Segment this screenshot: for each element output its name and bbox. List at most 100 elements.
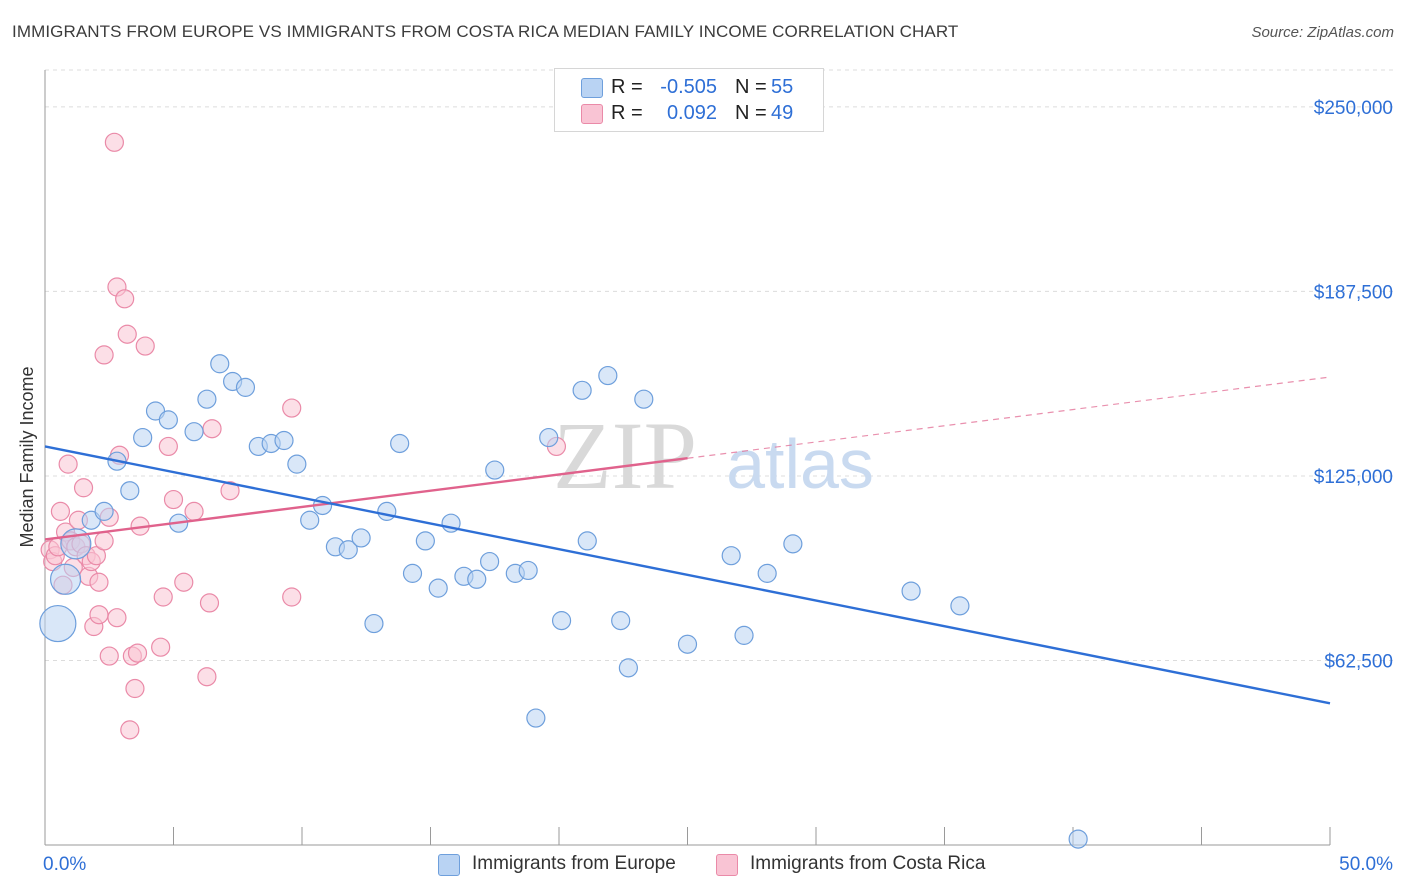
costa-rica-point <box>115 289 135 309</box>
costa-rica-point <box>151 637 171 657</box>
europe-point <box>300 510 320 530</box>
europe-point <box>120 481 140 501</box>
axes <box>44 70 1331 846</box>
n-value: 49 <box>771 102 794 124</box>
europe-swatch <box>438 854 460 876</box>
costa-rica-point <box>117 324 137 344</box>
y-tick-label: $187,500 <box>1314 282 1393 303</box>
watermark-zip: ZIP <box>553 402 697 509</box>
europe-point <box>634 389 654 409</box>
x-tick-label: 50.0% <box>1339 854 1393 875</box>
europe-point <box>184 422 204 442</box>
europe-point <box>39 604 77 643</box>
trend-lines <box>44 376 1331 705</box>
europe-point <box>158 410 178 430</box>
europe-point <box>287 454 307 474</box>
europe-point <box>539 427 559 448</box>
europe-swatch <box>581 78 603 98</box>
costa-rica-point <box>73 478 94 498</box>
europe-point <box>721 546 741 566</box>
r-label: R = <box>611 102 643 124</box>
costa-rica-point <box>163 489 184 510</box>
europe-point <box>235 377 256 397</box>
costa-rica-point <box>86 546 107 566</box>
europe-point <box>133 427 153 448</box>
europe-point <box>677 634 698 654</box>
europe-point <box>1068 829 1088 849</box>
n-value: 55 <box>771 76 794 98</box>
europe-point <box>364 613 384 634</box>
europe-point <box>901 581 921 601</box>
costa-rica-swatch <box>581 104 603 124</box>
europe-point <box>950 596 970 616</box>
europe-point <box>415 531 435 551</box>
costa-rica-point <box>174 572 194 592</box>
costa-rica-point <box>135 336 155 356</box>
europe-point <box>577 531 597 551</box>
europe-point <box>551 611 572 631</box>
europe-point <box>49 563 82 595</box>
europe-point <box>428 578 448 598</box>
europe-point <box>210 354 230 374</box>
europe-trend-line <box>44 445 1331 705</box>
r-value: -0.505 <box>660 76 717 98</box>
costa-rica-point <box>107 608 127 628</box>
costa-rica-point <box>282 398 302 418</box>
costa-rica-point <box>127 643 148 663</box>
costa-rica-point <box>199 593 220 613</box>
costa-rica-point <box>202 419 222 439</box>
europe-point <box>757 563 777 583</box>
costa-rica-point <box>153 587 173 607</box>
europe-point <box>572 380 592 400</box>
costa-rica-point <box>197 667 217 687</box>
europe-point <box>390 433 410 454</box>
watermark: ZIP atlas <box>553 402 874 509</box>
costa-rica-point <box>99 646 119 666</box>
costa-rica-point <box>104 132 124 152</box>
y-axis-label: Median Family Income <box>17 366 37 547</box>
series-legend: Immigrants from Europe Immigrants from C… <box>0 852 1406 878</box>
costa-rica-trend-line <box>44 457 688 541</box>
europe-point <box>94 501 114 521</box>
europe-points <box>39 354 1088 849</box>
europe-point <box>197 389 217 409</box>
y-tick-label: $250,000 <box>1314 98 1393 119</box>
y-tick-label: $62,500 <box>1324 651 1393 672</box>
europe-point <box>734 625 754 645</box>
europe-point <box>518 560 538 581</box>
n-label: N = <box>735 102 767 124</box>
legend-label-costa-rica: Immigrants from Costa Rica <box>750 853 986 874</box>
europe-point <box>467 569 487 589</box>
costa-rica-point <box>184 501 204 521</box>
r-label: R = <box>611 76 643 98</box>
europe-point <box>402 563 423 583</box>
costa-rica-point <box>89 572 109 592</box>
costa-rica-point <box>125 678 145 699</box>
europe-point <box>377 501 397 521</box>
europe-point <box>598 365 618 386</box>
n-label: N = <box>735 76 767 98</box>
costa-rica-point <box>282 587 302 607</box>
costa-rica-point <box>94 345 114 365</box>
europe-point <box>351 528 371 548</box>
europe-point <box>611 611 631 631</box>
europe-point <box>480 551 500 572</box>
x-tick-label: 0.0% <box>43 854 86 875</box>
costa-rica-point <box>94 531 114 551</box>
costa-rica-point <box>89 605 109 625</box>
europe-point <box>338 540 358 560</box>
europe-point <box>618 658 638 678</box>
stats-legend: R = -0.505 N = 55 R = 0.092 N = 49 <box>554 68 824 132</box>
europe-point <box>783 534 803 554</box>
costa-rica-point <box>158 436 178 457</box>
costa-rica-points <box>40 132 567 740</box>
y-tick-label: $125,000 <box>1314 467 1393 488</box>
europe-point <box>274 430 294 451</box>
tick-labels: $62,500 $125,000 $187,500 $250,000 0.0% 50.0% <box>43 98 1393 875</box>
europe-point <box>485 460 505 480</box>
grid-lines <box>45 69 1395 661</box>
costa-rica-point <box>50 501 71 521</box>
watermark-atlas: atlas <box>726 425 874 503</box>
costa-rica-trend-line-extension <box>687 376 1331 459</box>
